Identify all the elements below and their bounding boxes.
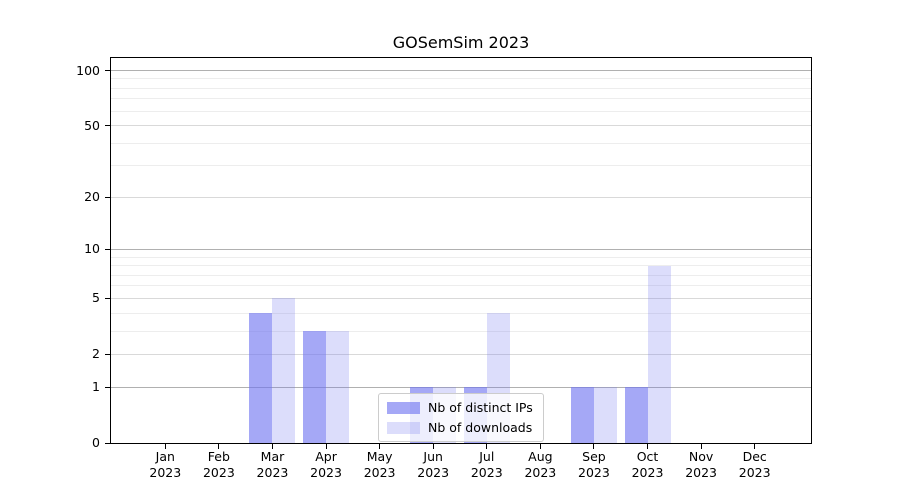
- x-tick-jul: [486, 444, 488, 449]
- gridline-minor-y-40: [111, 142, 811, 144]
- gridline-major-y-20: [111, 196, 811, 198]
- x-tick-label-sep: Sep 2023: [578, 449, 610, 480]
- bar-downloads-sep: [593, 387, 617, 443]
- x-tick-apr: [325, 444, 327, 449]
- x-tick-dec: [754, 444, 756, 449]
- bar-downloads-mar: [272, 298, 296, 443]
- y-tick-label-50: 50: [84, 117, 100, 133]
- bar-distinct-ips-oct: [624, 387, 648, 443]
- x-tick-jan: [164, 444, 166, 449]
- y-tick-label-0: 0: [92, 435, 100, 450]
- x-tick-nov: [700, 444, 702, 449]
- x-tick-label-nov: Nov 2023: [685, 449, 717, 480]
- chart-title: GOSemSim 2023: [392, 33, 530, 52]
- gridline-minor-y-8: [111, 265, 811, 267]
- bar-distinct-ips-sep: [570, 387, 594, 443]
- legend: Nb of distinct IPs Nb of downloads: [378, 393, 544, 442]
- gridline-minor-y-90: [111, 78, 811, 80]
- plot-area: Nb of distinct IPs Nb of downloads: [110, 57, 812, 444]
- gridline-minor-y-9: [111, 256, 811, 258]
- gridline-minor-y-30: [111, 165, 811, 167]
- gridline-minor-y-3: [111, 330, 811, 332]
- gridline-minor-y-6: [111, 285, 811, 287]
- gridline-minor-y-70: [111, 98, 811, 100]
- x-tick-jun: [432, 444, 434, 449]
- gridline-major-y-5: [111, 297, 811, 299]
- x-tick-mar: [271, 444, 273, 449]
- gridline-minor-y-4: [111, 312, 811, 314]
- bar-downloads-oct: [647, 265, 671, 443]
- x-tick-label-may: May 2023: [363, 449, 396, 480]
- y-tick-label-2: 2: [92, 346, 100, 362]
- gridline-minor-y-7: [111, 274, 811, 276]
- x-tick-label-jun: Jun 2023: [417, 449, 450, 480]
- legend-label-distinct-ips: Nb of distinct IPs: [428, 400, 533, 415]
- x-tick-label-dec: Dec 2023: [738, 449, 771, 480]
- x-tick-label-jul: Jul 2023: [470, 449, 503, 480]
- legend-swatch-downloads: [387, 421, 420, 434]
- gridline-minor-y-80: [111, 87, 811, 89]
- gridline-minor-y-60: [111, 110, 811, 112]
- legend-item-downloads: Nb of downloads: [387, 420, 533, 435]
- y-tick-label-5: 5: [92, 290, 100, 306]
- x-tick-sep: [593, 444, 595, 449]
- x-tick-label-feb: Feb 2023: [202, 449, 235, 480]
- x-tick-feb: [218, 444, 220, 449]
- gridline-major-y-2: [111, 353, 811, 355]
- bar-distinct-ips-apr: [303, 331, 327, 443]
- x-tick-label-mar: Mar 2023: [256, 449, 289, 480]
- x-tick-aug: [539, 444, 541, 449]
- y-tick-label-10: 10: [84, 241, 100, 257]
- x-tick-oct: [647, 444, 649, 449]
- x-tick-label-jan: Jan 2023: [149, 449, 182, 480]
- legend-swatch-distinct-ips: [387, 401, 420, 414]
- gridline-major-y-100: [111, 70, 811, 72]
- x-tick-label-aug: Aug 2023: [524, 449, 557, 480]
- x-tick-may: [379, 444, 381, 449]
- y-tick-label-20: 20: [84, 189, 100, 205]
- gridline-major-y-1: [111, 386, 811, 388]
- x-tick-label-oct: Oct 2023: [631, 449, 664, 480]
- legend-item-distinct-ips: Nb of distinct IPs: [387, 400, 533, 415]
- y-tick-label-1: 1: [92, 379, 100, 395]
- legend-label-downloads: Nb of downloads: [428, 420, 533, 435]
- gridline-major-y-50: [111, 125, 811, 127]
- bar-downloads-apr: [326, 331, 350, 443]
- gridline-major-y-10: [111, 248, 811, 250]
- x-tick-label-apr: Apr 2023: [310, 449, 342, 480]
- bar-distinct-ips-mar: [249, 313, 273, 443]
- y-tick-label-100: 100: [76, 62, 100, 78]
